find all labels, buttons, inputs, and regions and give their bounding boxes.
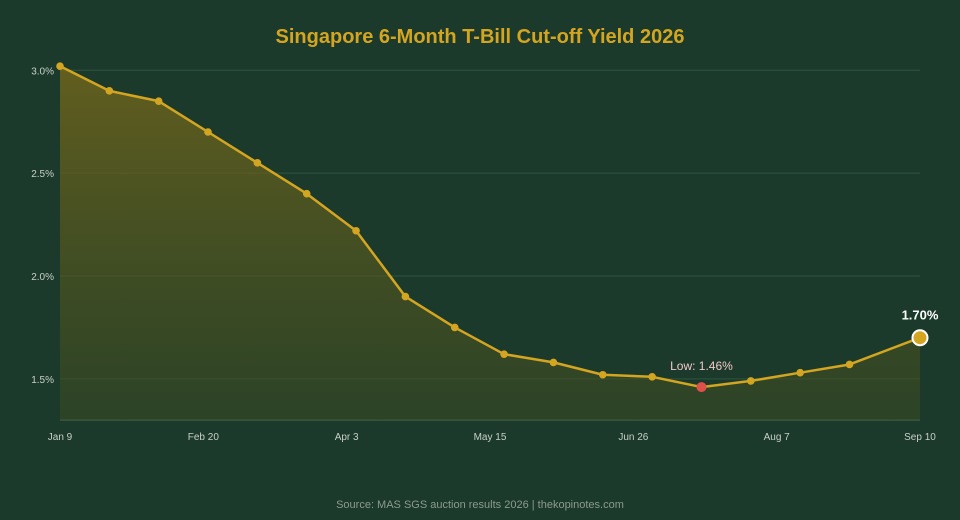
data-point: [204, 128, 212, 136]
y-tick-label: 2.0%: [31, 272, 54, 283]
series-line: [59, 65, 921, 389]
data-point: [450, 323, 459, 332]
data-point: [253, 159, 262, 167]
last-point-marker: [911, 329, 929, 347]
y-tick-label: 2.5%: [31, 169, 54, 180]
data-point: [747, 377, 755, 385]
y-tick-label: 3.0%: [31, 66, 54, 77]
x-tick-label: Jun 26: [618, 432, 648, 443]
x-tick-label: Jan 9: [48, 432, 73, 443]
data-point: [598, 370, 607, 379]
data-point: [845, 360, 854, 369]
chart-title: Singapore 6-Month T-Bill Cut-off Yield 2…: [275, 26, 685, 48]
area-fill: [60, 66, 920, 421]
chart-source: Source: MAS SGS auction results 2026 | t…: [336, 499, 624, 511]
last-value-annotation: 1.70%: [902, 308, 939, 323]
data-point: [796, 368, 804, 377]
data-point: [352, 226, 360, 235]
x-tick-label: Aug 7: [764, 432, 791, 443]
x-tick-label: May 15: [474, 432, 507, 443]
x-tick-label: Sep 10: [904, 432, 936, 443]
data-point: [500, 350, 508, 358]
y-tick-label: 1.5%: [31, 375, 54, 386]
data-point: [56, 62, 64, 70]
x-tick-label: Feb 20: [188, 432, 220, 443]
data-point: [302, 189, 311, 198]
data-point: [648, 373, 656, 381]
low-annotation: Low: 1.46%: [670, 359, 733, 373]
data-point: [105, 87, 114, 95]
data-point: [154, 97, 163, 105]
data-point: [401, 292, 410, 301]
data-point: [549, 358, 558, 367]
x-tick-label: Apr 3: [335, 432, 359, 443]
low-point-marker: [696, 382, 707, 393]
